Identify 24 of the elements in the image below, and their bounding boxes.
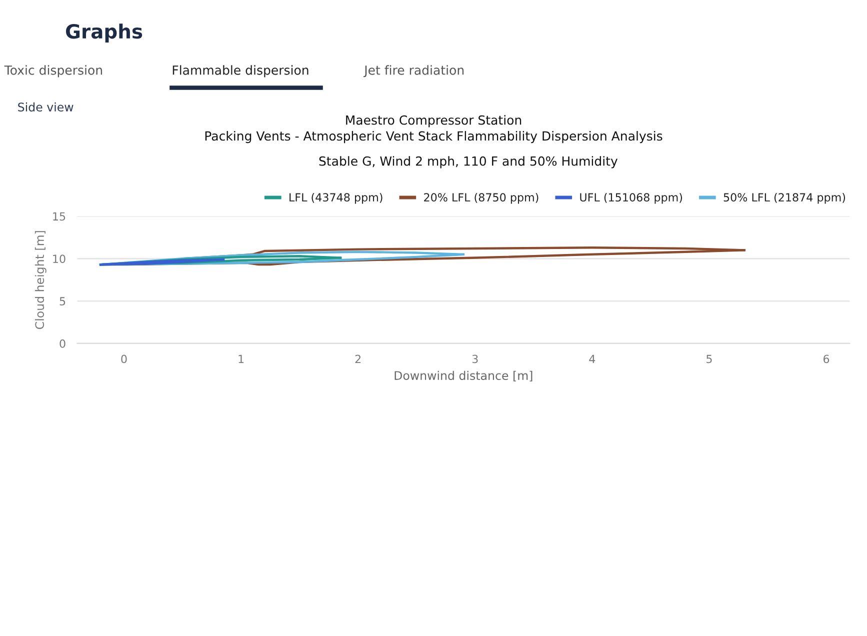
legend-label: UFL (151068 ppm) <box>580 192 682 204</box>
text: Graphs <box>66 24 142 42</box>
chart-subtitle: Stable G, Wind 2 mph, 110 F and 50% Humidity <box>319 156 618 168</box>
legend-label: LFL (43748 ppm) <box>290 192 382 204</box>
x-tick-label: 4 <box>589 354 596 363</box>
x-tick-label: 1 <box>238 354 244 363</box>
legend-label: 50% LFL (21874 ppm) <box>724 192 846 204</box>
y-tick-label: 5 <box>60 297 66 306</box>
text: Toxic dispersion <box>4 65 102 78</box>
chart-title: Maestro Compressor Station Packing Vents - Atmospheric Vent Stack Flammability Dispersion Analysis <box>205 115 662 144</box>
x-tick-label: 3 <box>472 354 478 364</box>
x-tick-label: 5 <box>706 354 712 364</box>
x-tick-label: 6 <box>823 354 830 364</box>
y-axis-title: Cloud height [m] <box>34 231 46 329</box>
legend-label: 20% LFL (8750 ppm) <box>424 192 538 204</box>
text: Flammable dispersion <box>172 65 308 78</box>
y-tick-label: 10 <box>53 254 66 264</box>
x-axis-title: Downwind distance [m] <box>394 370 532 382</box>
text: Side view <box>18 102 74 112</box>
y-tick-label: 0 <box>60 339 66 348</box>
x-tick-label: 2 <box>355 354 360 363</box>
x-tick-label: 0 <box>121 354 127 364</box>
text: Jet fire radiation <box>363 65 464 78</box>
y-tick-label: 15 <box>53 212 66 221</box>
